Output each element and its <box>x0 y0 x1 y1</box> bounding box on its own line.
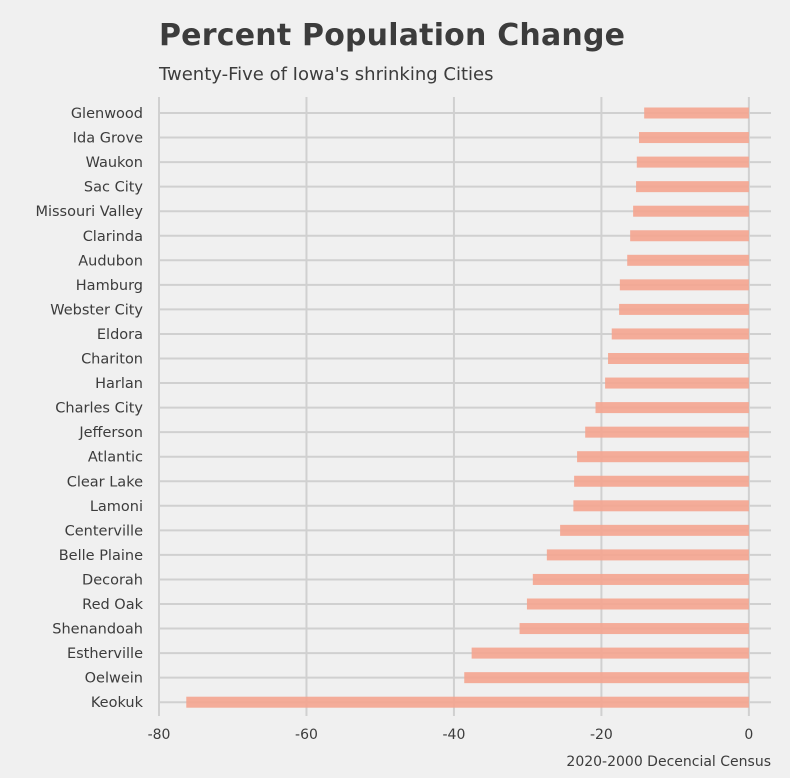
category-label: Glenwood <box>71 106 143 122</box>
bar <box>627 254 749 266</box>
bar <box>560 524 749 536</box>
category-label: Waukon <box>86 155 143 171</box>
x-tick-label: -80 <box>148 727 171 743</box>
bar <box>585 426 749 438</box>
bar <box>639 132 749 144</box>
bar <box>611 328 749 340</box>
x-tick-label: 0 <box>744 727 753 743</box>
bar <box>471 647 749 659</box>
category-label: Centerville <box>65 523 143 539</box>
category-label: Atlantic <box>88 450 143 466</box>
bar <box>573 500 749 512</box>
bars <box>186 107 749 708</box>
category-label: Charles City <box>55 401 143 417</box>
category-label: Lamoni <box>90 499 143 515</box>
category-label: Belle Plaine <box>59 548 143 564</box>
bar <box>595 402 749 414</box>
bar <box>636 181 749 193</box>
category-label: Eldora <box>97 327 143 343</box>
category-label: Keokuk <box>91 695 144 711</box>
chart-title: Percent Population Change <box>159 18 626 53</box>
category-label: Decorah <box>82 572 143 588</box>
category-label: Clarinda <box>83 229 143 245</box>
bar <box>619 279 749 291</box>
bar <box>574 475 749 487</box>
category-label: Webster City <box>50 302 143 318</box>
x-tick-labels: -80 -60 -40 -20 0 <box>148 727 754 743</box>
bar <box>608 353 749 364</box>
category-label: Estherville <box>67 646 143 662</box>
category-label: Hamburg <box>76 278 143 294</box>
category-label: Missouri Valley <box>35 204 143 220</box>
bar <box>526 598 749 610</box>
category-label: Oelwein <box>85 671 143 687</box>
x-tick-label: -60 <box>295 727 318 743</box>
bar <box>519 623 749 635</box>
bar <box>633 205 749 217</box>
category-labels: Glenwood Ida Grove Waukon Sac City Missouri … <box>35 106 143 711</box>
bar <box>577 451 749 463</box>
x-tick-label: -20 <box>590 727 613 743</box>
category-label: Shenandoah <box>52 622 143 638</box>
x-tick-label: -40 <box>443 727 466 743</box>
category-label: Chariton <box>81 352 143 368</box>
category-label: Jefferson <box>78 425 143 441</box>
category-label: Harlan <box>95 376 143 392</box>
category-label: Clear Lake <box>67 474 143 490</box>
bar <box>644 107 749 119</box>
category-label: Red Oak <box>82 597 143 613</box>
bar <box>630 230 749 242</box>
category-label: Audubon <box>78 253 143 269</box>
bar <box>619 303 749 315</box>
bar <box>546 549 749 561</box>
bar <box>636 156 749 168</box>
category-label: Sac City <box>84 180 144 196</box>
bar <box>186 696 749 708</box>
bar <box>532 573 749 585</box>
x-axis-label: 2020-2000 Decencial Census <box>566 754 771 770</box>
bar <box>464 672 749 684</box>
category-label: Ida Grove <box>73 131 143 147</box>
bar <box>605 377 749 389</box>
chart-subtitle: Twenty-Five of Iowa's shrinking Cities <box>159 64 494 85</box>
